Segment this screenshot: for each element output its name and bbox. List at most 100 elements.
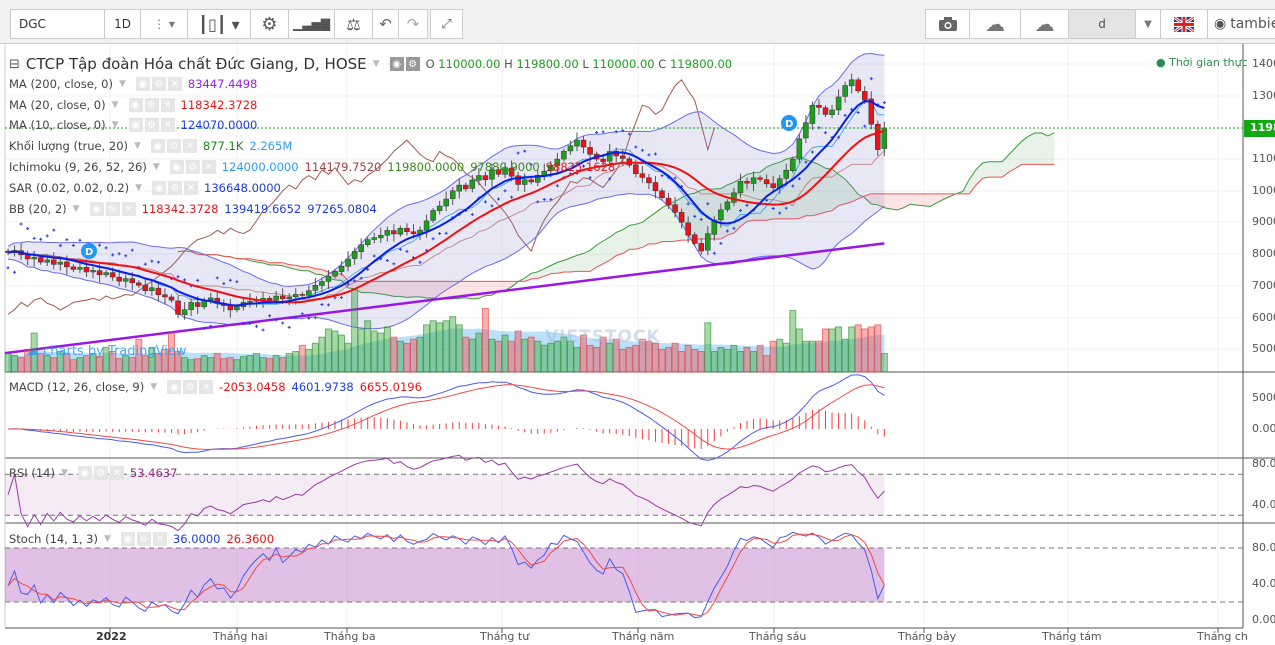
sar-dot — [856, 111, 860, 115]
sar-dot — [222, 282, 226, 286]
sar-dot — [647, 153, 651, 157]
save-layout-button[interactable]: ☁ — [1020, 9, 1069, 39]
candle-body — [861, 91, 868, 101]
volume-bar — [370, 330, 378, 373]
volume-bar — [475, 332, 483, 373]
snapshot-button[interactable] — [925, 9, 970, 39]
legend-ichimoku[interactable]: Ichimoku (9, 26, 52, 26) ▼ ◉ ⚙ ✕ 124000.0000 1… — [9, 160, 616, 174]
legend-stoch[interactable]: Stoch (14, 1, 3) ▼ ◉ ⚙ ✕ 36.0000 26.3600 — [9, 532, 275, 546]
load-layout-button[interactable]: ☁ — [969, 9, 1021, 39]
undo-button[interactable]: ↶ — [372, 9, 399, 39]
legend-ma200[interactable]: MA (200, close, 0) ▼ ◉ ⚙ ✕ 83447.4498 — [9, 77, 258, 91]
sar-dot — [398, 247, 402, 251]
sar-dot — [104, 246, 108, 250]
series-buttons[interactable]: ◉ ⚙ — [389, 57, 420, 71]
volume-bar — [697, 351, 705, 373]
sar-dot — [536, 200, 540, 204]
volume-bar — [599, 336, 607, 373]
volume-bar — [756, 344, 764, 373]
candle-body — [293, 294, 299, 298]
legend-label: MA (10, close, 0) — [9, 118, 106, 132]
candle-body — [364, 239, 371, 245]
account-button[interactable]: ◉ tambie — [1207, 9, 1275, 39]
volume-bar — [455, 324, 463, 373]
language-button[interactable] — [1160, 9, 1208, 39]
caret-icon[interactable]: ▼ — [372, 59, 380, 69]
volume-bar — [390, 336, 398, 373]
sar-dot — [241, 321, 245, 325]
candle-body — [31, 257, 37, 260]
time-axis-label: Tháng ba — [324, 630, 376, 643]
candle-body — [528, 179, 534, 183]
compare-button[interactable]: ⚖ — [334, 9, 373, 39]
candle-body — [816, 104, 822, 108]
volume-bar — [285, 353, 293, 373]
volume-bar — [213, 353, 221, 373]
candle-body — [554, 158, 561, 166]
legend-sar[interactable]: SAR (0.02, 0.02, 0.2) ▼ ◉ ⚙ ✕ 136648.0000 — [9, 181, 281, 195]
candle-body — [358, 244, 364, 252]
candle-body — [286, 296, 292, 300]
bollinger-upper — [7, 52, 885, 287]
sar-dot — [542, 197, 546, 201]
sar-dot — [771, 207, 775, 211]
legend-ma20[interactable]: MA (20, close, 0) ▼ ◉ ⚙ ✕ 118342.3728 — [9, 98, 258, 112]
legend-label: Ichimoku (9, 26, 52, 26) — [9, 160, 147, 174]
legend-macd[interactable]: MACD (12, 26, close, 9) ▼ ◉ ⚙ ✕ -2053.0458 460… — [9, 380, 422, 394]
fullscreen-button[interactable]: ⤢ — [430, 9, 463, 39]
redo-button[interactable]: ↷ — [398, 9, 428, 39]
ichimoku-cloud — [583, 250, 591, 272]
sar-dot — [143, 262, 147, 266]
sar-dot — [699, 217, 703, 221]
legend-rsi[interactable]: RSI (14) ▼ ◉ ⚙ ✕ 53.4637 — [9, 466, 178, 480]
indicators-button[interactable]: ▁▃▅▇ — [288, 9, 335, 39]
legend-label: MA (200, close, 0) — [9, 77, 113, 91]
ichimoku-cloud — [877, 193, 885, 208]
candle-body — [835, 96, 842, 111]
candle-body — [705, 233, 711, 251]
ichimoku-cloud — [269, 262, 277, 266]
h-label: H — [504, 57, 513, 71]
sar-dot — [78, 238, 82, 242]
candle-body — [574, 139, 580, 147]
ichimoku-cloud — [557, 260, 564, 274]
tradingview-watermark[interactable]: ☁ charts by TradingView — [26, 344, 186, 359]
volume-bar — [403, 342, 411, 373]
candle-body — [306, 290, 312, 296]
volume-bar — [501, 334, 509, 373]
close-value: 119800.00 — [669, 57, 733, 71]
candle-body — [155, 287, 162, 296]
layout-name[interactable]: d — [1068, 9, 1136, 39]
l-label: L — [582, 57, 589, 71]
ichimoku-cloud — [648, 212, 656, 244]
volume-bar — [298, 344, 306, 373]
sar-dot — [418, 260, 422, 264]
interval-dropdown[interactable]: ⋮ ▾ — [140, 9, 188, 39]
sar-dot — [340, 296, 344, 300]
volume-bar — [835, 326, 843, 373]
candle-body — [109, 272, 116, 278]
sar-dot — [595, 131, 599, 135]
legend-label: RSI (14) — [9, 466, 55, 480]
sar-dot — [706, 202, 710, 206]
legend-bb[interactable]: BB (20, 2) ▼ ◉ ⚙ ✕ 118342.3728 139419.6652 9726… — [9, 202, 377, 216]
sar-dot — [503, 189, 507, 193]
ichimoku-cloud — [590, 245, 597, 272]
volume-bar — [481, 307, 489, 373]
price-axis-label: 1000 — [1252, 184, 1275, 197]
volume-bar — [861, 328, 869, 373]
sar-dot — [869, 77, 873, 81]
legend-volume[interactable]: Khối lượng (true, 20) ▼ ◉ ⚙ ✕ 877.1K 2.265M — [9, 139, 293, 153]
settings-button[interactable]: ⚙ — [250, 9, 289, 39]
legend-value: 877.1K — [202, 139, 244, 153]
volume-bar — [220, 358, 228, 373]
sar-dot — [281, 321, 285, 325]
legend-ma10[interactable]: MA (10, close, 0) ▼ ◉ ⚙ ✕ 124070.0000 — [9, 118, 258, 132]
candle-body — [96, 270, 103, 276]
candle-body — [136, 282, 142, 286]
chart-type-button[interactable]: ┃▯┃ ▾ — [187, 9, 251, 39]
symbol-input[interactable]: DGC — [10, 9, 105, 39]
collapse-icon[interactable]: ⊟ — [9, 56, 20, 72]
cloud-upload-icon: ☁ — [1034, 12, 1055, 36]
